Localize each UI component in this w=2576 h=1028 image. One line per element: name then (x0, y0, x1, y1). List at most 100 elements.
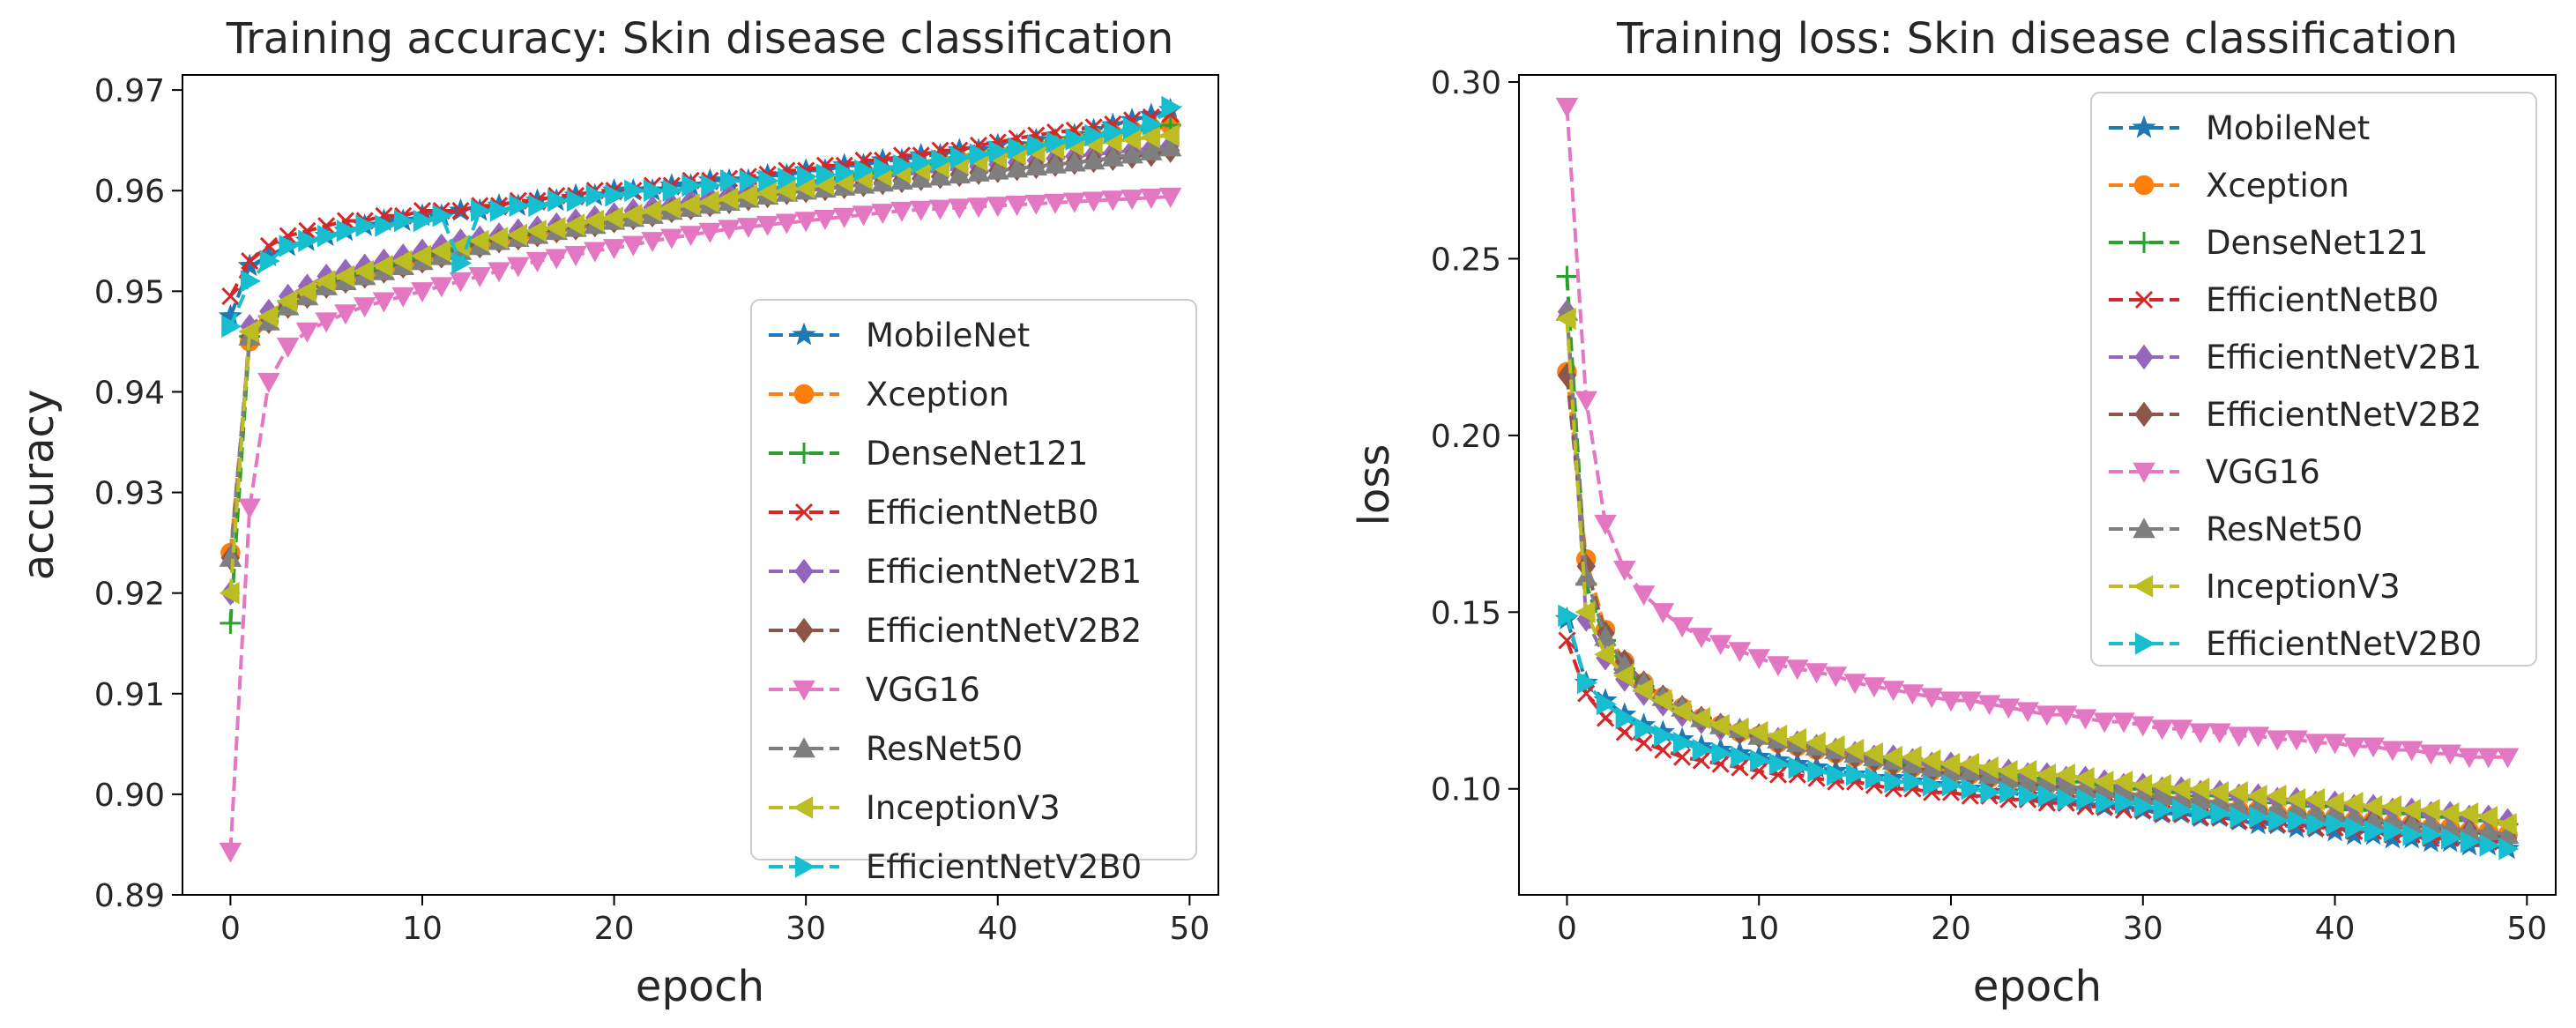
accuracy-point-inceptionv3 (391, 250, 413, 272)
accuracy-point-efficientnetv2b0 (1104, 121, 1125, 144)
loss-point-efficientnetv2b0 (1654, 724, 1675, 748)
accuracy-point-vgg16 (986, 197, 1009, 218)
loss-legend-label: EfficientNetB0 (2206, 281, 2438, 319)
accuracy-point-vgg16 (967, 197, 990, 219)
loss-point-efficientnetv2b0 (1750, 749, 1770, 772)
loss-legend-label: Xception (2206, 167, 2349, 205)
accuracy-y-tick-label: 0.92 (94, 577, 165, 613)
accuracy-point-vgg16 (794, 212, 817, 233)
loss-point-resnet50 (2150, 785, 2174, 805)
loss-point-efficientnetv2b0 (2230, 806, 2251, 829)
accuracy-point-vgg16 (1140, 189, 1163, 209)
accuracy-point-resnet50 (909, 167, 933, 188)
accuracy-point-inceptionv3 (353, 259, 374, 283)
accuracy-point-vgg16 (909, 200, 933, 221)
loss-point-inceptionv3 (2054, 763, 2075, 786)
loss-legend-item-mobilenet: MobileNet (2109, 109, 2370, 147)
accuracy-point-resnet50 (1044, 153, 1067, 174)
accuracy-legend-item-xception: Xception (769, 376, 1009, 413)
loss-legend-label: DenseNet121 (2206, 224, 2428, 262)
accuracy-point-vgg16 (1101, 190, 1125, 212)
accuracy-legend-label: Xception (866, 376, 1009, 413)
accuracy-point-efficientnetv2b0 (259, 250, 280, 272)
loss-point-vgg16 (1747, 649, 1770, 670)
loss-point-efficientnetv2b0 (1596, 692, 1617, 716)
loss-point-vgg16 (1594, 514, 1617, 535)
loss-point-inceptionv3 (1901, 745, 1922, 769)
loss-legend-marker (2133, 518, 2155, 539)
loss-point-efficientnetv2b0 (1634, 717, 1656, 741)
accuracy-point-efficientnetv2b0 (835, 160, 856, 184)
accuracy-legend-marker (793, 384, 815, 405)
loss-legend-item-efficientnetv2b0: EfficientNetV2B0 (2109, 625, 2482, 663)
loss-x-axis-label: epoch (1973, 962, 2102, 1011)
accuracy-y-tick-label: 0.93 (94, 476, 165, 512)
accuracy-y-tick-label: 0.94 (94, 375, 165, 411)
accuracy-point-vgg16 (814, 209, 837, 230)
accuracy-point-efficientnetv2b0 (413, 209, 434, 233)
loss-point-efficientnetv2b0 (2460, 831, 2481, 853)
accuracy-point-vgg16 (353, 297, 376, 318)
accuracy-plot-area (218, 95, 1183, 863)
accuracy-point-efficientnetv2b0 (1008, 137, 1029, 160)
accuracy-point-efficientnetb0 (221, 287, 240, 306)
accuracy-point-efficientnetv2b0 (336, 220, 357, 242)
accuracy-point-efficientnetv2b0 (1161, 95, 1182, 119)
accuracy-point-inceptionv3 (488, 227, 509, 250)
accuracy-legend-label: InceptionV3 (866, 789, 1061, 827)
loss-point-inceptionv3 (1863, 741, 1884, 765)
accuracy-legend-marker (794, 503, 814, 522)
accuracy-legend-item-resnet50: ResNet50 (769, 730, 1023, 768)
loss-y-tick-label: 0.25 (1431, 242, 1501, 278)
accuracy-point-inceptionv3 (430, 239, 450, 263)
loss-point-inceptionv3 (2132, 773, 2152, 797)
accuracy-point-vgg16 (890, 201, 913, 222)
accuracy-legend-box (750, 299, 1197, 860)
accuracy-point-resnet50 (948, 163, 971, 184)
loss-legend-label: ResNet50 (2206, 510, 2363, 548)
accuracy-point-vgg16 (622, 235, 645, 257)
loss-point-vgg16 (1613, 561, 1636, 581)
loss-point-inceptionv3 (1632, 678, 1653, 702)
loss-point-vgg16 (2496, 748, 2520, 769)
accuracy-point-inceptionv3 (641, 199, 662, 222)
accuracy-point-efficientnetv2b0 (1027, 134, 1048, 157)
accuracy-y-axis-label: accuracy (14, 390, 63, 581)
loss-point-efficientnetv2b0 (1692, 738, 1713, 762)
accuracy-point-vgg16 (1082, 191, 1106, 212)
loss-point-inceptionv3 (1959, 752, 1979, 776)
accuracy-point-inceptionv3 (1120, 128, 1142, 151)
accuracy-point-vgg16 (372, 292, 396, 313)
accuracy-point-inceptionv3 (276, 289, 297, 313)
loss-point-efficientnetv2b0 (2345, 816, 2366, 839)
accuracy-legend-item-densenet121: DenseNet121 (769, 435, 1088, 473)
accuracy-point-vgg16 (698, 222, 722, 243)
loss-point-vgg16 (2132, 716, 2155, 737)
accuracy-point-vgg16 (334, 304, 357, 325)
loss-legend-label: VGG16 (2206, 453, 2320, 491)
loss-point-vgg16 (1575, 391, 1597, 412)
loss-point-vgg16 (1690, 628, 1713, 649)
accuracy-point-inceptionv3 (622, 203, 643, 227)
accuracy-point-vgg16 (641, 232, 664, 253)
loss-y-tick-label: 0.30 (1431, 65, 1501, 101)
loss-point-vgg16 (1786, 659, 1809, 681)
accuracy-point-vgg16 (948, 198, 971, 220)
loss-point-vgg16 (1939, 691, 1962, 712)
loss-point-inceptionv3 (2304, 788, 2325, 811)
loss-legend-item-xception: Xception (2109, 167, 2349, 205)
accuracy-point-resnet50 (1005, 157, 1029, 178)
accuracy-point-efficientnetv2b0 (298, 229, 319, 253)
loss-point-efficientnetv2b0 (1731, 745, 1752, 769)
loss-point-vgg16 (2458, 748, 2481, 769)
loss-point-inceptionv3 (1824, 734, 1845, 758)
accuracy-legend-marker (793, 443, 815, 464)
loss-point-resnet50 (2477, 820, 2500, 841)
loss-point-vgg16 (2112, 712, 2135, 734)
loss-point-efficientnetv2b0 (1980, 781, 2001, 804)
loss-point-vgg16 (2227, 726, 2251, 748)
accuracy-legend-item-vgg16: VGG16 (769, 671, 980, 709)
accuracy-point-inceptionv3 (219, 581, 240, 605)
accuracy-point-vgg16 (411, 282, 434, 303)
